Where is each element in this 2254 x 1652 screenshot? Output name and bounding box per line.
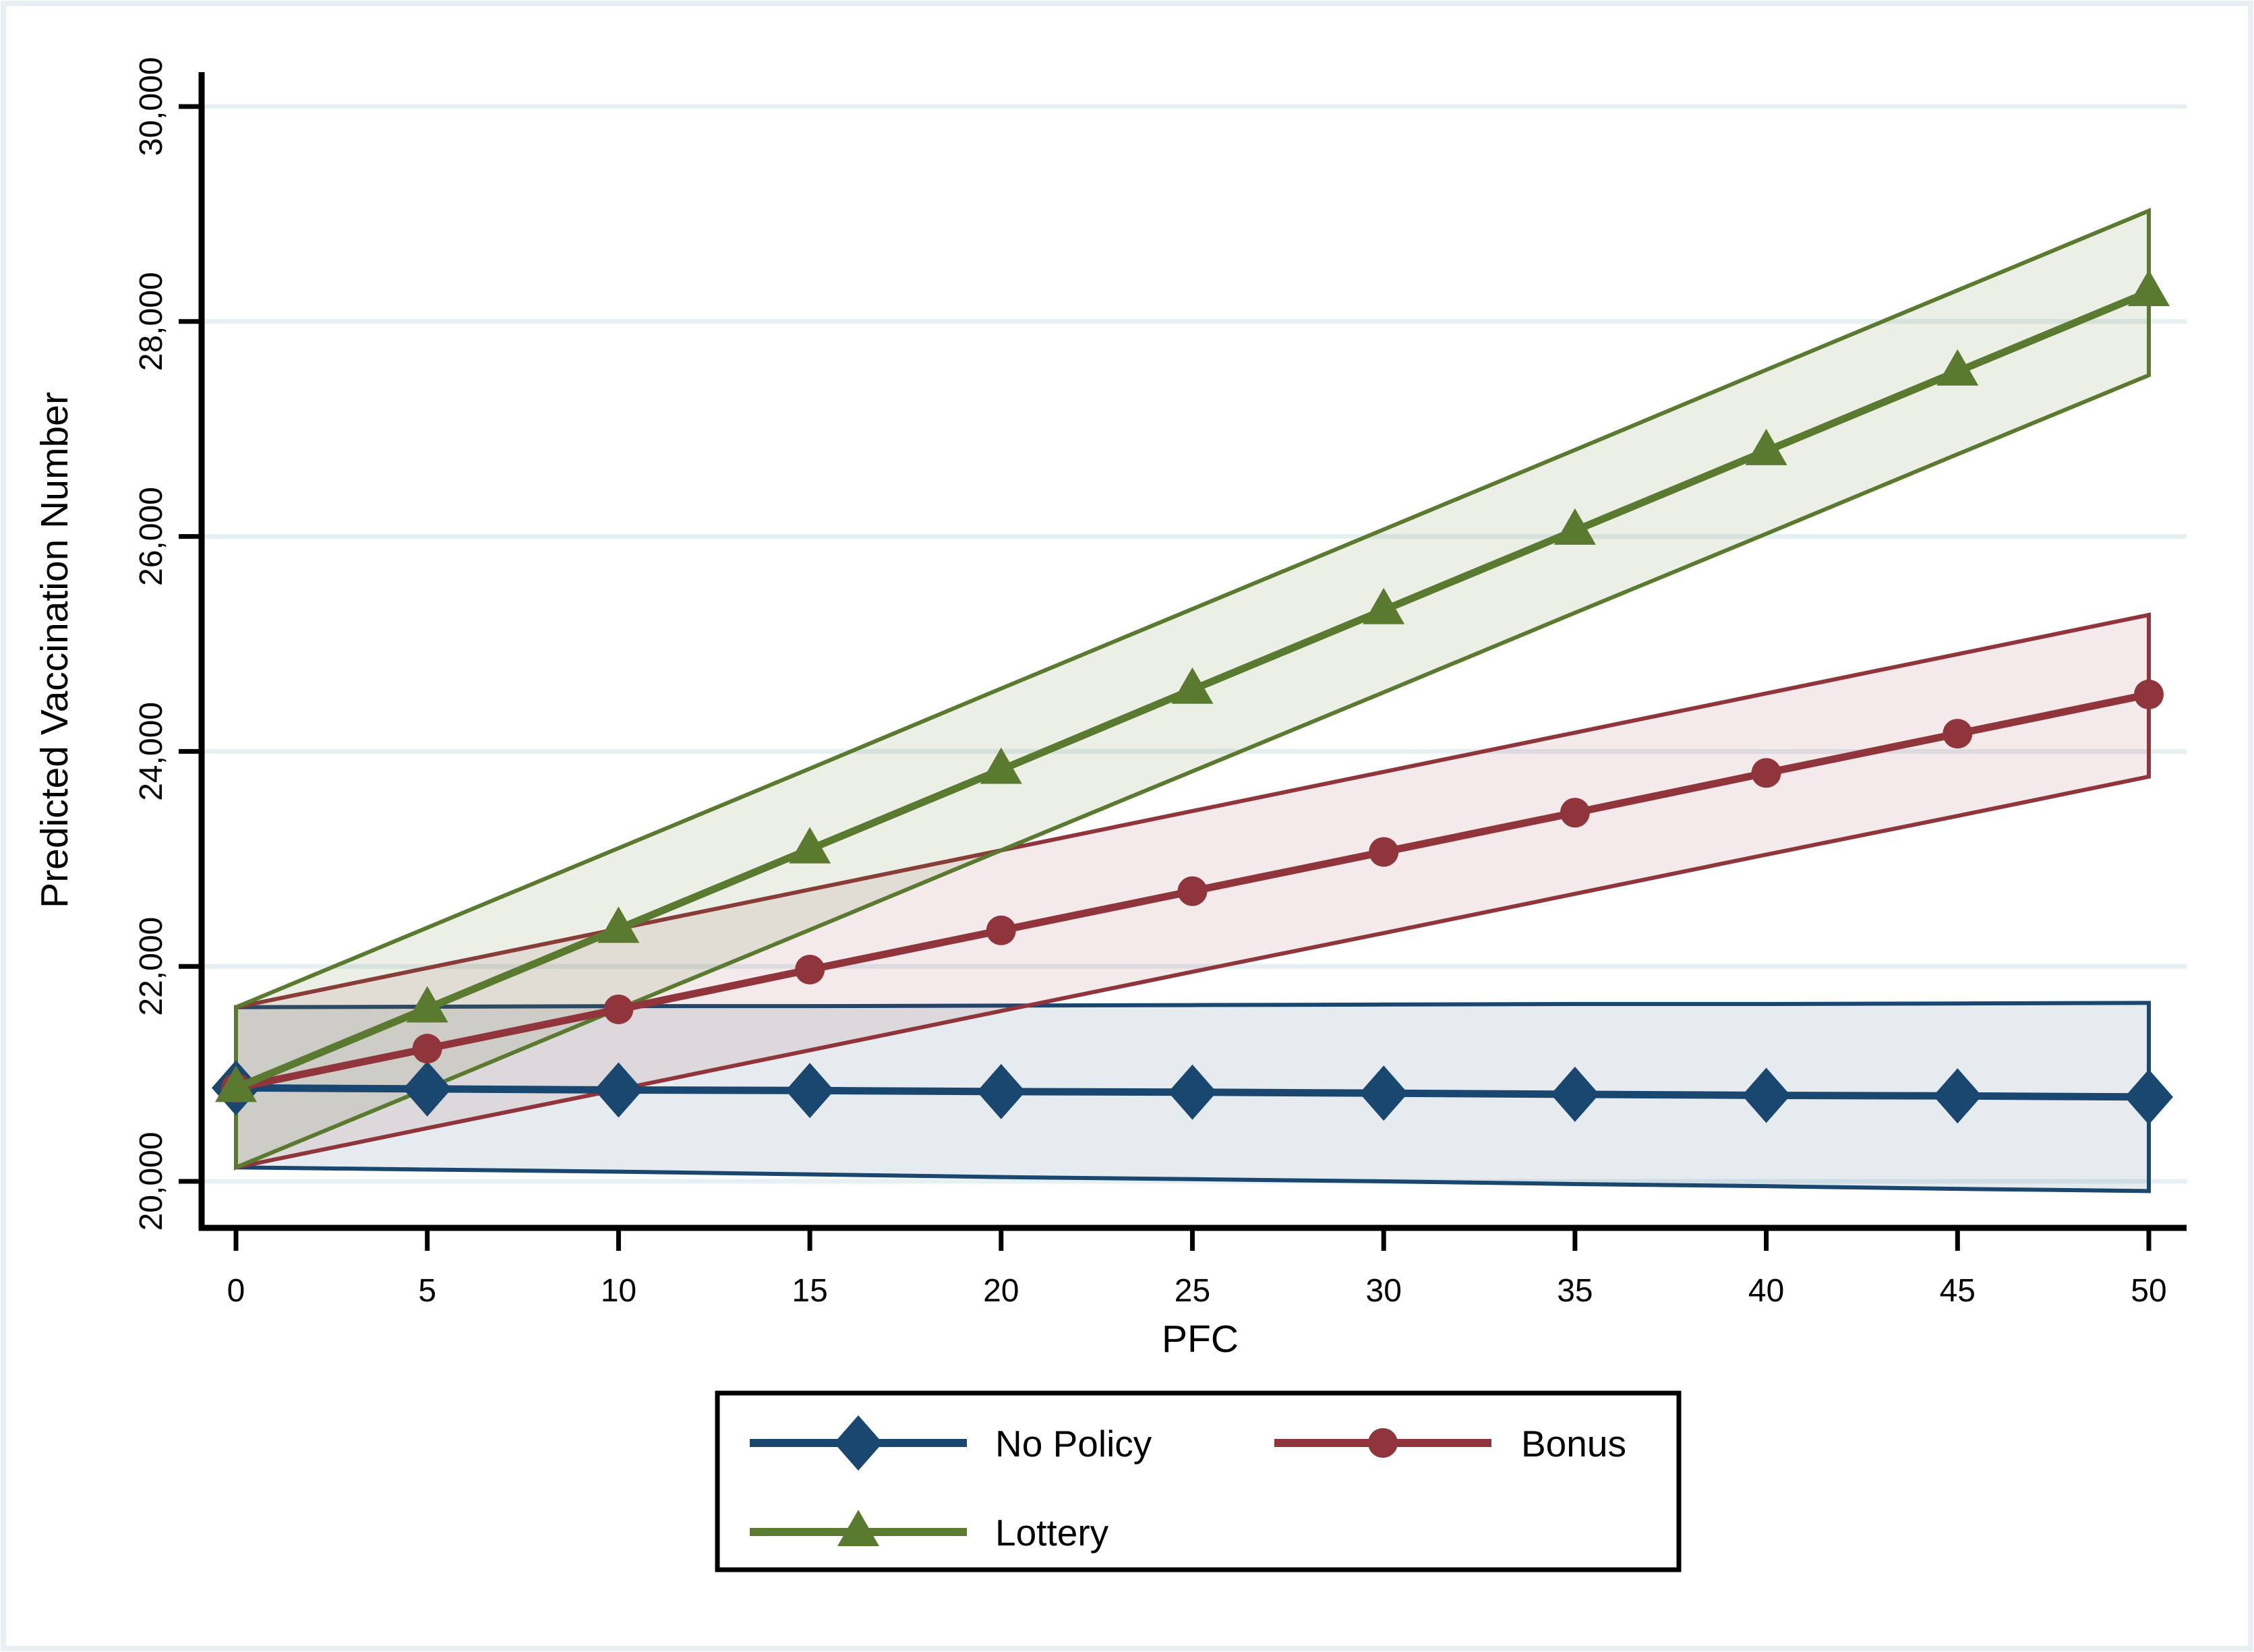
marker-triangle-lottery (1745, 428, 1787, 465)
legend-marker-no-policy (834, 1415, 883, 1471)
marker-circle-bonus (603, 994, 634, 1024)
marker-circle-bonus (986, 915, 1016, 945)
legend-layer (715, 1390, 1682, 1572)
x-tick-label: 25 (1175, 1273, 1210, 1309)
marker-circle-bonus (1751, 758, 1781, 788)
y-tick-label: 26,000 (134, 487, 169, 586)
marker-triangle-lottery (1363, 587, 1405, 624)
x-tick-label: 20 (983, 1273, 1019, 1309)
axes-layer: 20,000 22,000 24,000 26,000 28,000 30,000 0 5 10… (134, 57, 2187, 1309)
x-tick-label: 45 (1940, 1273, 1976, 1309)
marker-diamond-no-policy (976, 1063, 1026, 1119)
x-tick-label: 5 (418, 1273, 436, 1309)
legend-marker-lottery (837, 1510, 879, 1546)
legend-marker-bonus (1368, 1428, 1398, 1458)
marker-triangle-lottery (1171, 667, 1214, 704)
marker-diamond-no-policy (1742, 1067, 1791, 1123)
y-tick-label: 30,000 (134, 57, 169, 156)
marker-circle-bonus (1177, 876, 1208, 906)
marker-diamond-no-policy (594, 1062, 643, 1118)
marker-triangle-lottery (1936, 349, 1979, 386)
x-tick-label: 30 (1366, 1273, 1402, 1309)
legend-label-bonus: Bonus (1521, 1423, 1626, 1465)
marker-circle-bonus (1560, 798, 1590, 828)
marker-circle-bonus (795, 954, 825, 984)
marker-triangle-lottery (789, 827, 831, 864)
x-tick-label: 15 (792, 1273, 827, 1309)
marker-circle-bonus (1942, 719, 1973, 749)
legend-label-no-policy: No Policy (995, 1423, 1152, 1465)
x-axis-title: PFC (1162, 1318, 1239, 1361)
marker-triangle-lottery (406, 986, 448, 1023)
marker-triangle-lottery (2128, 269, 2170, 306)
marker-triangle-lottery (980, 747, 1022, 784)
marker-diamond-no-policy (1168, 1064, 1217, 1120)
x-tick-label: 35 (1557, 1273, 1593, 1309)
legend-label-lottery: Lottery (995, 1512, 1109, 1554)
x-tick-label: 0 (227, 1273, 245, 1309)
marker-diamond-no-policy (403, 1061, 452, 1117)
x-tick-label: 50 (2131, 1273, 2166, 1309)
marker-triangle-lottery (1553, 508, 1596, 545)
marker-diamond-no-policy (1359, 1065, 1408, 1121)
marker-circle-bonus (2134, 679, 2164, 709)
marker-triangle-lottery (215, 1065, 257, 1102)
series-layer (212, 269, 2173, 1125)
y-tick-label: 28,000 (134, 272, 169, 371)
marker-diamond-no-policy (1933, 1068, 1982, 1124)
y-tick-label: 22,000 (134, 917, 169, 1016)
marker-circle-bonus (412, 1034, 442, 1064)
marker-diamond-no-policy (785, 1063, 835, 1119)
marker-triangle-lottery (597, 906, 640, 943)
x-tick-label: 40 (1748, 1273, 1784, 1309)
y-axis-title: Predicted Vaccination Number (33, 392, 76, 908)
legend-box (715, 1390, 1682, 1572)
y-tick-label: 24,000 (134, 702, 169, 801)
marker-diamond-no-policy (2125, 1069, 2173, 1125)
y-tick-label: 20,000 (134, 1132, 169, 1231)
marker-diamond-no-policy (1550, 1066, 1599, 1122)
x-tick-label: 10 (601, 1273, 636, 1309)
marker-circle-bonus (1369, 837, 1399, 867)
